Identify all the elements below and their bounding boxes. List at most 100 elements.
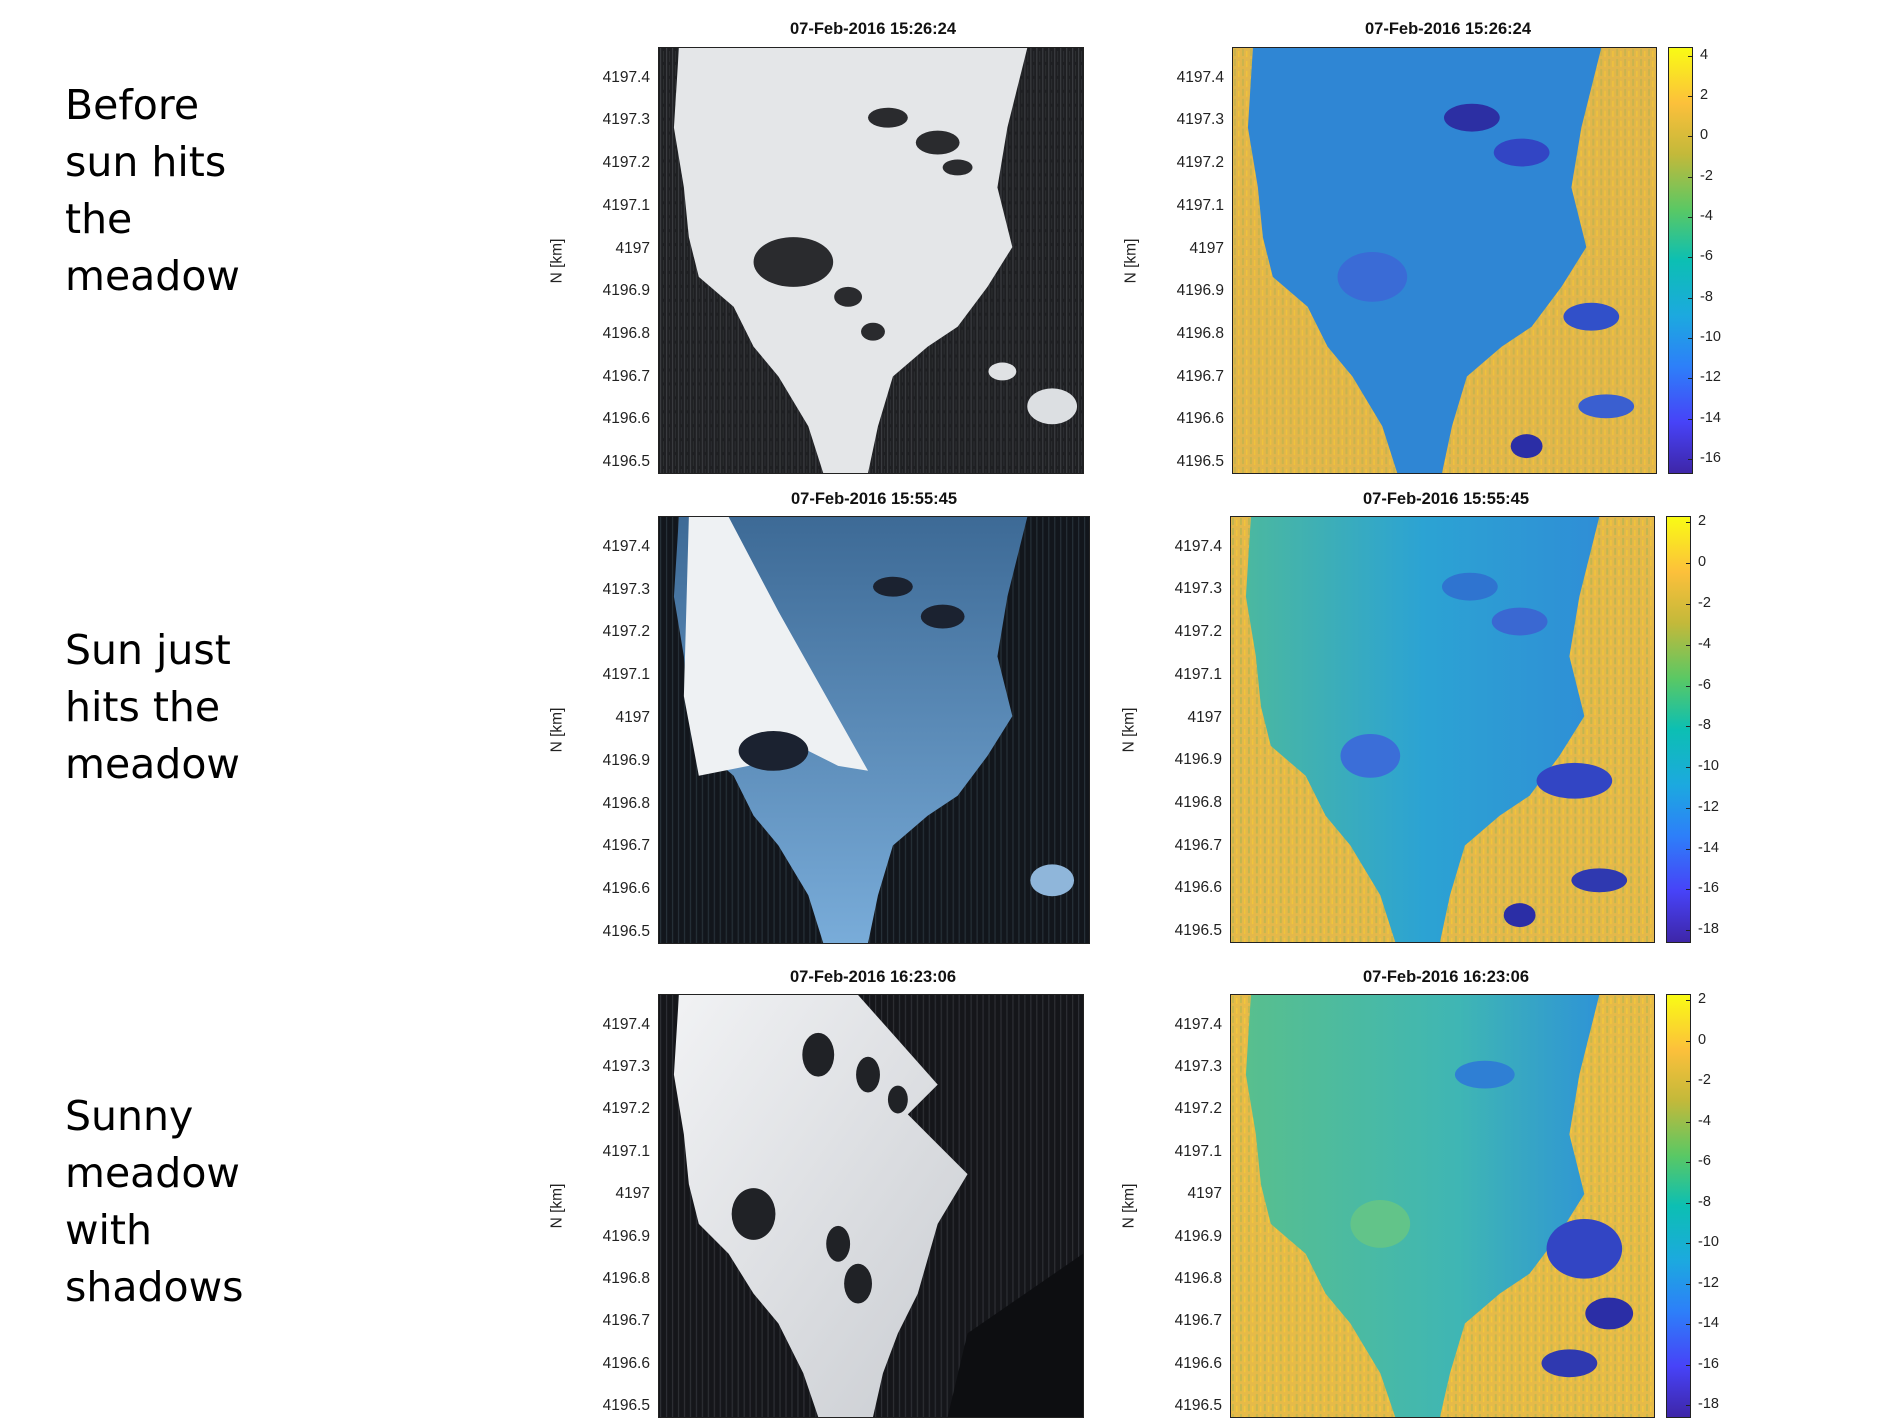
colorbar-tick-label: -18 <box>1698 921 1719 938</box>
y-axis-label: N [km] <box>548 707 566 753</box>
y-tick-label: 4197 <box>615 239 650 257</box>
y-tick-label: 4197 <box>615 1185 650 1203</box>
y-axis-label: N [km] <box>1120 1183 1138 1229</box>
colorbar-tick-label: -4 <box>1698 1112 1711 1129</box>
colorbar-tick-mark <box>1688 95 1693 97</box>
y-tick-label: 4197.3 <box>602 580 650 598</box>
colorbar-tick-label: -2 <box>1698 594 1711 611</box>
row-2-description: Sun just hits the meadow <box>65 622 240 793</box>
colorbar-tick-mark <box>1686 889 1691 891</box>
y-tick-label: 4197.2 <box>1176 154 1224 172</box>
y-tick-label: 4196.7 <box>602 1312 650 1330</box>
y-tick-label: 4197.1 <box>1174 665 1222 683</box>
row-2-map-image <box>1231 517 1654 942</box>
y-tick-label: 4197.4 <box>602 537 650 555</box>
colorbar-tick-mark <box>1686 522 1691 524</box>
colorbar-tick-mark <box>1688 338 1693 339</box>
colorbar-tick-label: 2 <box>1700 86 1709 103</box>
row-2-map-title: 07-Feb-2016 15:55:45 <box>1362 490 1529 508</box>
row-3-photo-image <box>659 995 1083 1417</box>
colorbar-tick-label: 0 <box>1698 554 1707 571</box>
colorbar-tick-label: 0 <box>1700 127 1709 144</box>
row-1-line-3: the <box>65 195 133 243</box>
y-tick-label: 4196.5 <box>602 453 650 471</box>
colorbar-tick-mark <box>1686 603 1691 605</box>
colorbar-tick-label: -2 <box>1698 1072 1711 1089</box>
colorbar-tick-mark <box>1686 1000 1691 1002</box>
y-tick-label: 4196.6 <box>1174 879 1222 897</box>
row-3-line-2: meadow <box>65 1149 240 1197</box>
row-2-line-3: meadow <box>65 740 240 788</box>
y-axis-label: N [km] <box>548 1183 566 1229</box>
y-tick-label: 4197.4 <box>1174 537 1222 555</box>
y-tick-label: 4197.1 <box>1174 1142 1222 1160</box>
y-tick-label: 4197.3 <box>602 1057 650 1075</box>
y-tick-label: 4196.8 <box>1176 324 1224 342</box>
y-tick-label: 4196.8 <box>602 1269 650 1287</box>
y-tick-label: 4197 <box>1189 239 1224 257</box>
row-2-photo-image <box>659 517 1089 943</box>
y-tick-label: 4197.1 <box>602 196 650 214</box>
y-tick-label: 4196.8 <box>1174 793 1222 811</box>
colorbar-tick-label: -10 <box>1700 329 1721 345</box>
row-1-line-1: Before <box>65 81 200 129</box>
colorbar-tick-mark <box>1688 176 1693 178</box>
row-3-line-3: with <box>65 1206 152 1254</box>
colorbar-tick-label: -14 <box>1700 409 1721 426</box>
y-tick-label: 4196.7 <box>1174 1312 1222 1330</box>
colorbar-tick-label: -6 <box>1698 676 1711 693</box>
colorbar-tick-mark <box>1686 807 1691 809</box>
row-1-photo-image <box>659 48 1083 473</box>
row-2-photo <box>658 516 1090 944</box>
colorbar-tick-mark <box>1686 726 1691 728</box>
colorbar-tick-label: -6 <box>1698 1153 1711 1170</box>
y-tick-label: 4196.7 <box>602 367 650 385</box>
y-tick-label: 4197.4 <box>602 1015 650 1033</box>
y-tick-label: 4196.9 <box>602 1227 650 1245</box>
colorbar-tick-label: -4 <box>1698 635 1711 652</box>
y-tick-label: 4196.9 <box>1174 751 1222 769</box>
colorbar-tick-mark <box>1686 685 1691 687</box>
y-tick-label: 4196.8 <box>602 324 650 342</box>
y-tick-label: 4197.1 <box>602 666 650 684</box>
row-3-colorbar <box>1666 994 1691 1418</box>
y-tick-label: 4197.2 <box>602 1100 650 1118</box>
colorbar-tick-label: -14 <box>1698 1315 1719 1332</box>
y-tick-label: 4197.3 <box>1176 111 1224 129</box>
colorbar-tick-mark <box>1686 1283 1691 1285</box>
colorbar-tick-mark <box>1686 1121 1691 1123</box>
row-2-colorbar <box>1666 516 1691 943</box>
colorbar-tick-mark <box>1686 1243 1691 1245</box>
row-1-map-image <box>1233 48 1656 473</box>
y-tick-label: 4197.4 <box>602 68 650 86</box>
colorbar-tick-label: -16 <box>1698 880 1719 897</box>
colorbar-tick-mark <box>1686 644 1691 646</box>
colorbar-tick-label: -12 <box>1698 798 1719 815</box>
row-1-photo-title: 07-Feb-2016 15:26:24 <box>789 20 956 38</box>
row-1-photo <box>658 47 1084 474</box>
colorbar-tick-label: -12 <box>1700 369 1721 386</box>
colorbar-tick-mark <box>1686 1202 1691 1204</box>
colorbar-tick-label: 4 <box>1700 46 1709 63</box>
y-tick-label: 4196.5 <box>1174 1397 1222 1415</box>
row-2-line-1: Sun just <box>65 626 231 674</box>
row-1-line-4: meadow <box>65 252 240 300</box>
y-tick-label: 4196.6 <box>1176 410 1224 428</box>
y-tick-label: 4196.6 <box>602 880 650 898</box>
y-tick-label: 4197 <box>1187 708 1222 726</box>
colorbar-tick-mark <box>1688 297 1693 299</box>
y-tick-label: 4196.7 <box>1176 367 1224 385</box>
row-2-photo-title: 07-Feb-2016 15:55:45 <box>790 490 957 508</box>
y-tick-label: 4197.4 <box>1176 68 1224 86</box>
row-3-photo-title: 07-Feb-2016 16:23:06 <box>789 968 956 986</box>
colorbar-tick-mark <box>1686 1405 1691 1407</box>
colorbar-tick-mark <box>1686 848 1691 850</box>
y-tick-label: 4196.6 <box>1174 1354 1222 1372</box>
colorbar-tick-label: -8 <box>1698 1193 1711 1210</box>
row-1-colorbar <box>1668 47 1693 474</box>
y-tick-label: 4196.5 <box>1174 922 1222 940</box>
y-tick-label: 4196.9 <box>1176 282 1224 300</box>
y-axis-label: N [km] <box>548 238 566 283</box>
colorbar-tick-label: 2 <box>1698 991 1707 1008</box>
row-3-map-title: 07-Feb-2016 16:23:06 <box>1362 968 1529 986</box>
